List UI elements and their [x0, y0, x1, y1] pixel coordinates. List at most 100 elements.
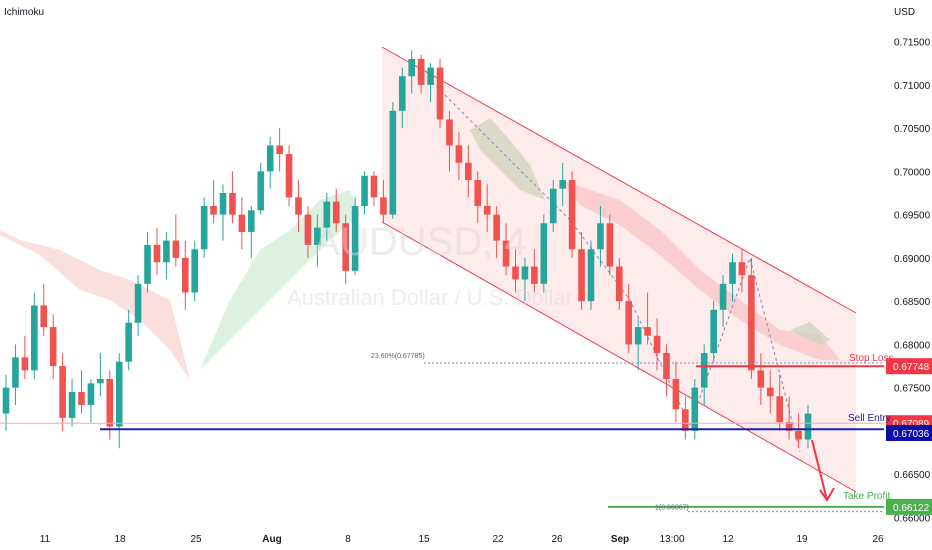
candle: [219, 184, 227, 241]
candle: [578, 231, 585, 310]
candle-body: [634, 327, 642, 345]
candle: [361, 171, 368, 215]
current-price-bg: [886, 424, 932, 441]
price-tick-label: 0.69500: [894, 211, 931, 222]
candle-body: [12, 357, 19, 388]
price-axis[interactable]: 0.71500 0.71000 0.70500 0.70000 0.69500 0.690…: [886, 38, 932, 525]
candle: [304, 205, 312, 258]
price-tick-label: 0.70500: [894, 124, 931, 135]
price-tick-label: 0.71500: [894, 38, 931, 49]
candle: [49, 314, 57, 379]
candle-body: [285, 154, 293, 198]
candle-body: [682, 409, 689, 431]
candle: [125, 309, 132, 371]
candle: [436, 58, 444, 129]
time-tick-label: Aug: [262, 534, 281, 545]
candle: [682, 396, 689, 440]
candle-body: [606, 223, 614, 267]
time-tick-label: 19: [796, 534, 808, 545]
candle: [172, 214, 180, 267]
candle: [200, 197, 208, 258]
candle-body: [531, 266, 538, 284]
candle: [295, 180, 302, 232]
candle: [568, 171, 576, 258]
candle-body: [229, 193, 236, 215]
zigzag-dashed: [427, 77, 801, 453]
candle-body: [332, 201, 340, 224]
indicator-label: Ichimoku: [4, 7, 45, 18]
candle-body: [59, 366, 66, 418]
candle-body: [719, 283, 727, 310]
time-tick-label: 13:00: [659, 534, 684, 545]
take-profit-price-tag: 0.66122: [893, 503, 930, 514]
candle-body: [691, 387, 699, 431]
candle: [653, 318, 661, 371]
time-tick-label: 8: [345, 534, 351, 545]
candle: [559, 162, 566, 206]
candle: [663, 344, 670, 397]
time-axis[interactable]: 11 18 25 Aug 8 15 22 26 Sep 13:00 12 19 26: [40, 534, 884, 545]
fib-23-6-label: 23.60%(0.67785): [371, 353, 425, 360]
candle: [634, 318, 642, 371]
candle: [672, 361, 680, 423]
candle-body: [502, 240, 510, 267]
candle: [276, 128, 283, 172]
candle-body: [663, 353, 670, 379]
candle-body: [191, 249, 199, 293]
candle-body: [776, 396, 783, 423]
stop-loss-label: Stop Loss: [849, 353, 893, 364]
candle: [587, 240, 595, 310]
time-tick-label: 26: [872, 534, 884, 545]
candle: [285, 145, 293, 206]
candle: [31, 292, 38, 379]
candle: [625, 283, 633, 354]
candle-body: [748, 275, 755, 371]
stop-loss-price-tag: 0.67748: [893, 362, 930, 373]
candle: [134, 275, 142, 336]
candle: [332, 188, 340, 232]
candle: [531, 249, 538, 293]
candle: [115, 353, 123, 449]
candle-body: [389, 110, 397, 215]
candle: [106, 370, 114, 440]
candle-body: [549, 188, 557, 224]
candle: [700, 344, 708, 405]
candle-body: [729, 262, 736, 284]
candle: [710, 301, 717, 362]
candle: [68, 378, 76, 427]
candle-body: [417, 58, 425, 85]
candle: [248, 205, 255, 258]
currency-label: USD: [894, 7, 916, 18]
cloud-green-right: [790, 322, 830, 345]
candle: [191, 240, 199, 302]
take-profit-label: Take Profit: [843, 491, 890, 502]
candle-body: [408, 58, 416, 77]
down-arrow-icon: [811, 439, 835, 502]
time-tick-label: Sep: [611, 534, 629, 545]
candle-body: [238, 214, 246, 232]
candle: [597, 205, 604, 267]
candle-body: [710, 309, 717, 354]
candle-body: [323, 201, 331, 228]
candle-body: [615, 266, 623, 302]
candle-body: [153, 244, 161, 263]
candle-body: [380, 197, 387, 215]
candle-body: [653, 335, 661, 354]
candle-body: [446, 119, 453, 146]
fib-1-label: 1(0.66067): [655, 505, 689, 512]
candle-body: [455, 145, 463, 163]
price-tick-label: 0.66500: [894, 470, 931, 481]
candle: [474, 171, 482, 224]
watermark-name: Australian Dollar / U.S. Dollar: [287, 285, 573, 310]
candle-body: [163, 240, 170, 263]
time-tick-label: 12: [722, 534, 734, 545]
candle-body: [757, 370, 765, 388]
cloud-red-right: [560, 180, 840, 360]
candle: [521, 257, 529, 302]
candle-body: [398, 76, 406, 111]
candle-body: [172, 240, 180, 258]
candle-body: [465, 162, 472, 181]
sell-entry-label: Sell Entry: [848, 413, 891, 424]
candle-body: [219, 193, 227, 215]
